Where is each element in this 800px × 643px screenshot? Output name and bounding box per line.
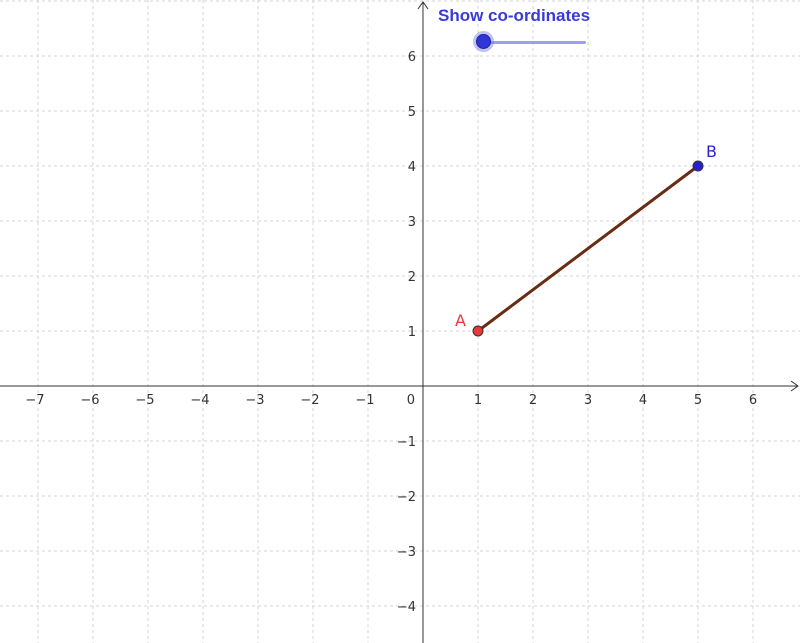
x-tick-label: 3 [584,393,592,408]
x-tick-label: 1 [474,393,482,408]
y-tick-label: −4 [397,600,416,615]
y-tick-label: 5 [408,105,416,120]
x-tick-label: 5 [694,393,702,408]
point-a[interactable] [472,325,484,337]
segment-ab[interactable] [476,164,700,333]
y-axis-arrow [417,1,429,10]
show-coordinates-slider[interactable]: Show co-ordinates [438,4,618,54]
x-tick-label: 6 [749,393,757,408]
point-b-label: B [706,142,717,161]
point-b[interactable] [692,160,704,172]
x-tick-label: 4 [639,393,647,408]
x-tick-label: −3 [245,393,264,408]
x-tick-label: 2 [529,393,537,408]
x-axis-arrow [790,380,799,392]
x-tick-label: −4 [190,393,209,408]
x-tick-label: 0 [407,393,415,408]
y-tick-label: 4 [408,160,416,175]
x-tick-label: −1 [355,393,374,408]
y-tick-label: −1 [397,435,416,450]
slider-caption: Show co-ordinates [438,6,591,25]
y-tick-label: −2 [397,490,416,505]
x-tick-label: −2 [300,393,319,408]
x-tick-label: −7 [25,393,44,408]
slider-track[interactable] [484,41,586,44]
y-tick-label: 6 [408,50,416,65]
x-tick-label: −6 [80,393,99,408]
x-tick-label: −5 [135,393,154,408]
y-tick-label: 1 [408,325,416,340]
y-tick-label: −3 [397,545,416,560]
y-tick-label: 3 [408,215,416,230]
point-a-label: A [455,311,466,330]
slider-thumb[interactable] [476,34,491,49]
y-tick-label: 2 [408,270,416,285]
tick-labels: −7 −6 −5 −4 −3 −2 −1 0 1 2 3 4 5 6 6 5 4 3 2 1 −1 −2 −3 −4 [25,50,757,615]
